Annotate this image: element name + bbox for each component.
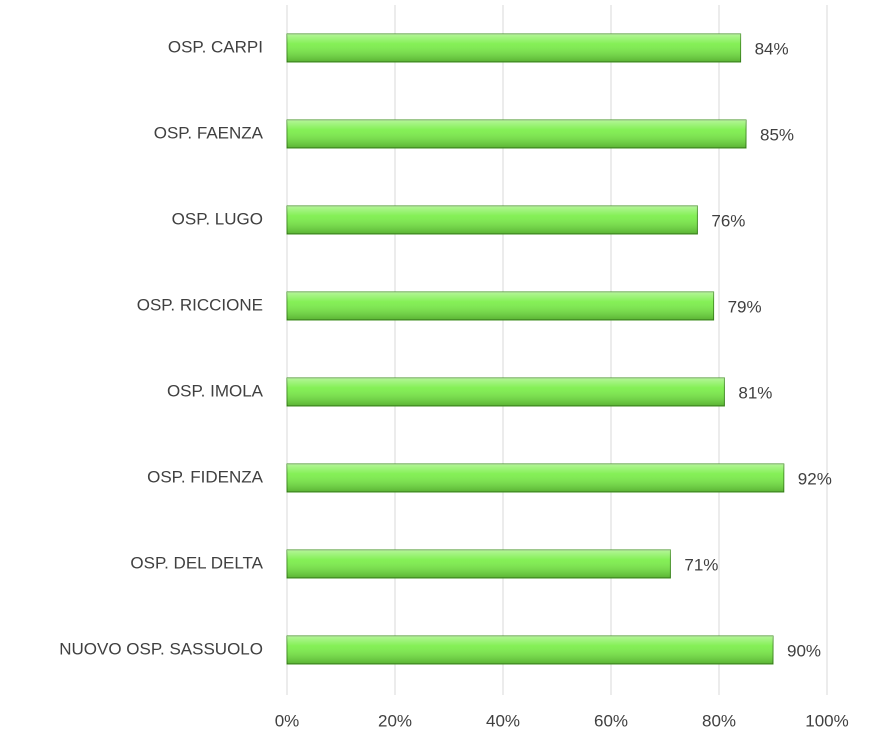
y-tick-label: OSP. LUGO <box>172 209 263 228</box>
bar <box>286 291 715 321</box>
value-label: 71% <box>684 555 718 574</box>
value-label: 90% <box>787 641 821 660</box>
value-label: 79% <box>728 297 762 316</box>
bar <box>286 33 742 63</box>
y-tick-label: OSP. DEL DELTA <box>130 553 263 572</box>
y-tick-label: OSP. RICCIONE <box>137 295 263 314</box>
value-label: 84% <box>755 39 789 58</box>
value-label: 85% <box>760 125 794 144</box>
y-tick-label: OSP. FAENZA <box>154 123 264 142</box>
bar <box>286 119 747 149</box>
y-tick-label: NUOVO OSP. SASSUOLO <box>59 639 263 658</box>
x-tick-label: 80% <box>702 711 736 730</box>
x-tick-label: 40% <box>486 711 520 730</box>
value-label: 76% <box>711 211 745 230</box>
y-tick-label: OSP. IMOLA <box>167 381 264 400</box>
bar <box>286 377 725 407</box>
bar <box>286 463 785 493</box>
bar <box>286 549 671 579</box>
y-tick-label: OSP. FIDENZA <box>147 467 264 486</box>
value-label: 81% <box>738 383 772 402</box>
x-tick-label: 0% <box>275 711 300 730</box>
x-tick-label: 60% <box>594 711 628 730</box>
bar <box>286 205 698 235</box>
y-tick-label: OSP. CARPI <box>168 37 263 56</box>
x-tick-label: 100% <box>805 711 848 730</box>
bar <box>286 635 774 665</box>
x-tick-label: 20% <box>378 711 412 730</box>
value-label: 92% <box>798 469 832 488</box>
